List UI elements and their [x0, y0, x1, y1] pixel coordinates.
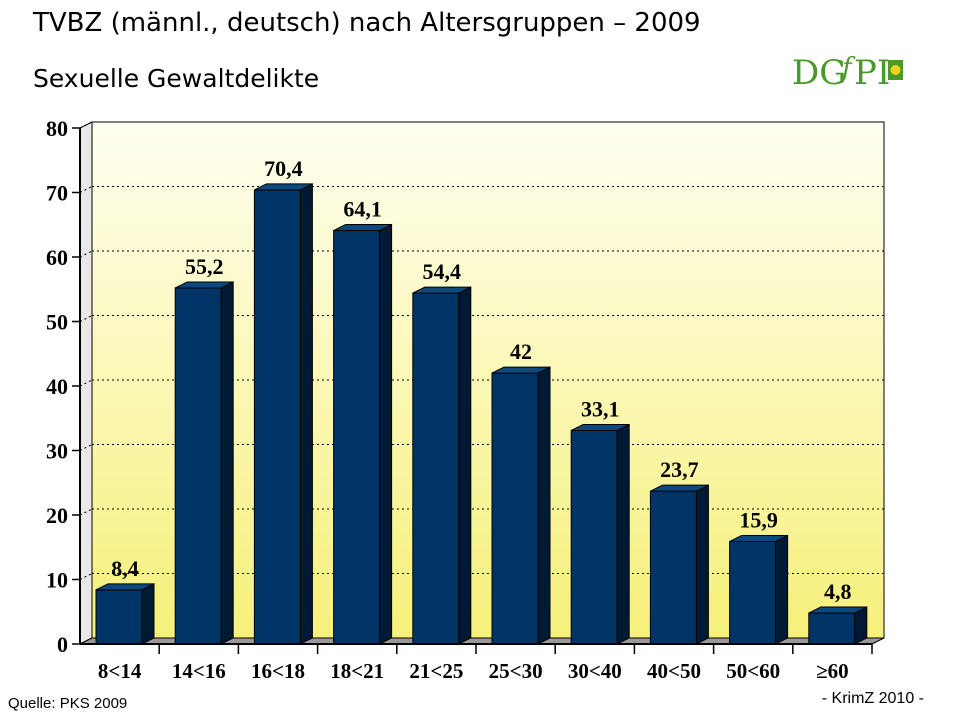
source-label: Quelle: [8, 695, 56, 712]
bar [253, 189, 301, 645]
x-tick-label: 50<60 [726, 659, 780, 683]
y-tick-label: 30 [46, 439, 68, 464]
data-label: 23,7 [660, 457, 699, 482]
bar-side [458, 286, 472, 645]
bar-top [412, 286, 472, 294]
gridline-side [79, 573, 93, 580]
bar [729, 540, 777, 645]
bar-top [95, 583, 155, 591]
svg-text:DG: DG [792, 53, 846, 93]
data-label: 54,4 [423, 259, 462, 284]
x-tick-label: ≥60 [816, 659, 849, 683]
data-label: 55,2 [185, 254, 224, 279]
data-label: 64,1 [343, 197, 382, 222]
bar-side [695, 484, 709, 645]
bar-top [650, 484, 709, 492]
x-tick-label: 16<18 [251, 659, 305, 683]
bar-side [299, 183, 313, 645]
data-label: 70,4 [264, 156, 303, 181]
bar [95, 589, 143, 645]
footer-credit: - KrimZ 2010 - [821, 690, 924, 707]
y-tick-label: 20 [46, 503, 68, 528]
y-tick-label: 40 [46, 374, 68, 399]
bar-side [616, 423, 630, 645]
bar-top [254, 183, 313, 191]
bar-side [220, 281, 234, 645]
gridline-side [79, 186, 93, 193]
bar [174, 287, 222, 645]
bar [412, 292, 460, 645]
dgfpi-logo: DG f PI [792, 53, 903, 93]
x-tick-label: 40<50 [647, 659, 701, 683]
source-value: PKS 2009 [59, 695, 128, 712]
x-tick-label: 8<14 [98, 659, 142, 683]
data-label: 4,8 [824, 579, 852, 604]
gridline-side [79, 315, 93, 322]
y-tick-label: 80 [46, 116, 68, 141]
bar [491, 372, 539, 645]
bar [649, 490, 697, 645]
x-tick-label: 18<21 [330, 659, 384, 683]
bar-top [491, 366, 551, 374]
data-label: 42 [510, 339, 532, 364]
y-tick-label: 60 [46, 245, 68, 270]
gridline-side [79, 508, 93, 516]
bar-side [775, 534, 789, 645]
y-tick-label: 50 [46, 310, 68, 335]
bar-top [570, 424, 630, 432]
bar [570, 430, 618, 645]
gridline-side [79, 250, 93, 258]
bar [333, 230, 381, 645]
bar-top [333, 224, 392, 232]
x-tick-label: 14<16 [172, 659, 226, 683]
bar [808, 612, 856, 645]
y-tick-label: 10 [46, 568, 68, 593]
bar-top [808, 606, 868, 614]
bar-side [141, 583, 155, 645]
data-label: 33,1 [581, 397, 620, 422]
chart-subtitle: Sexuelle Gewaltdelikte [33, 64, 320, 93]
page-title: TVBZ (männl., deutsch) nach Altersgruppe… [33, 8, 701, 38]
bar-top [729, 534, 788, 542]
bar-top [174, 281, 234, 289]
source-note: Quelle: PKS 2009 [8, 695, 127, 712]
y-tick-label: 70 [46, 181, 68, 206]
x-tick-label: 21<25 [409, 659, 463, 683]
x-tick-label: 25<30 [489, 659, 543, 683]
bar-side [379, 223, 393, 645]
y-tick-label: 0 [57, 632, 68, 657]
data-label: 8,4 [111, 556, 139, 581]
gridline-side [79, 444, 93, 451]
svg-text:PI: PI [854, 53, 890, 93]
gridline-side [79, 121, 93, 129]
bar-side [537, 366, 551, 645]
gridline-side [79, 379, 93, 387]
data-label: 15,9 [739, 507, 778, 532]
x-tick-label: 30<40 [568, 659, 622, 683]
